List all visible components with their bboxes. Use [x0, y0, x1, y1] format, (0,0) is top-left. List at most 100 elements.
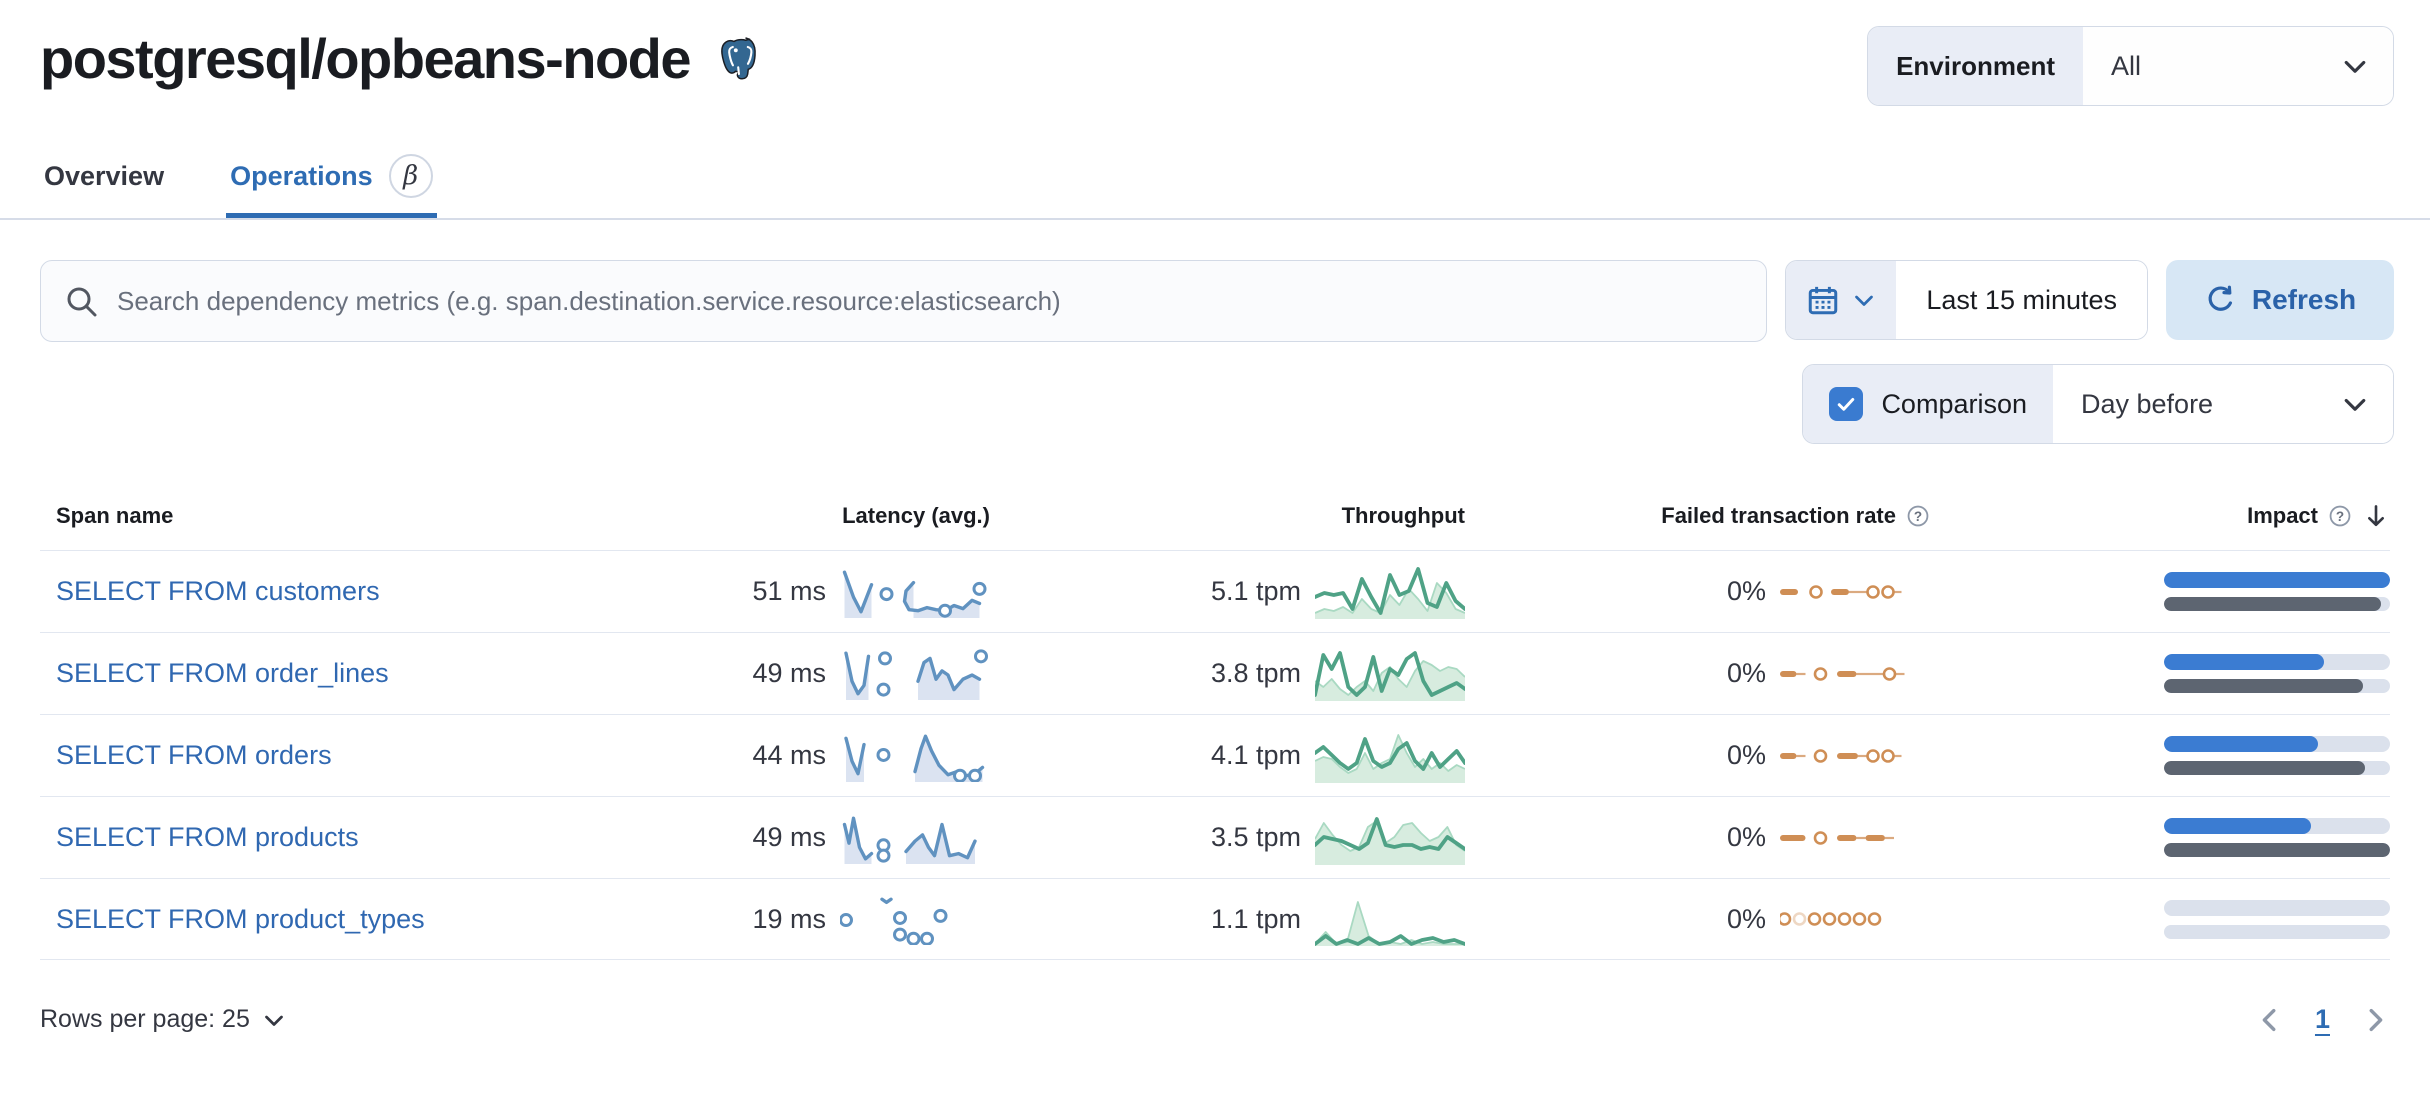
- latency-value: 19 ms: [752, 903, 826, 934]
- tab-overview[interactable]: Overview: [40, 140, 168, 218]
- span-name-link[interactable]: SELECT FROM orders: [56, 740, 332, 770]
- svg-text:?: ?: [1914, 509, 1922, 524]
- latency-value: 44 ms: [752, 740, 826, 770]
- latency-sparkline: [840, 566, 990, 618]
- span-name-link[interactable]: SELECT FROM customers: [56, 576, 380, 606]
- impact-bars: [2164, 899, 2390, 939]
- throughput-sparkline: [1315, 561, 1465, 623]
- date-picker-calendar-button[interactable]: [1786, 261, 1897, 339]
- span-name-link[interactable]: SELECT FROM products: [56, 822, 359, 852]
- time-range-button[interactable]: Last 15 minutes: [1896, 261, 2147, 339]
- impact-bars: [2164, 818, 2390, 857]
- rows-per-page-label: Rows per page: 25: [40, 1005, 250, 1033]
- span-name-link[interactable]: SELECT FROM product_types: [56, 903, 425, 934]
- impact-bar-previous: [2164, 597, 2381, 611]
- failed-rate-sparkline: [1780, 812, 1930, 864]
- operations-table: Span name Latency (avg.) Throughput Fail…: [40, 490, 2390, 960]
- table-row: SELECT FROM customers 51 ms 5.1 tpm 0%: [40, 550, 2390, 632]
- svg-text:?: ?: [2336, 509, 2344, 524]
- impact-bar-previous: [2164, 679, 2363, 693]
- chevron-down-icon: [1852, 288, 1876, 312]
- controls-row: Last 15 minutes Refresh: [40, 260, 2394, 342]
- throughput-value: 3.5 tpm: [1210, 822, 1301, 852]
- latency-value: 49 ms: [752, 822, 826, 852]
- failed-rate-sparkline: [1780, 893, 1930, 945]
- failed-rate-value: 0%: [1726, 903, 1766, 934]
- help-icon[interactable]: ?: [1906, 504, 1930, 528]
- chevron-down-icon: [262, 1008, 286, 1032]
- environment-label: Environment: [1868, 27, 2083, 105]
- latency-value: 51 ms: [752, 576, 826, 606]
- comparison-toggle[interactable]: Comparison: [1803, 365, 2053, 443]
- column-header-latency[interactable]: Latency (avg.): [842, 503, 990, 528]
- throughput-sparkline: [1315, 643, 1465, 705]
- refresh-label: Refresh: [2251, 284, 2357, 315]
- comparison-row: Comparison Day before: [40, 364, 2394, 444]
- throughput-sparkline: [1315, 725, 1465, 787]
- impact-bar-current: [2164, 736, 2318, 752]
- latency-sparkline: [840, 812, 990, 864]
- tab-operations[interactable]: Operations β: [226, 140, 437, 218]
- throughput-value: 1.1 tpm: [1210, 903, 1301, 934]
- column-header-span-name[interactable]: Span name: [56, 503, 174, 528]
- search-box[interactable]: [40, 260, 1768, 342]
- search-icon: [65, 285, 97, 317]
- page-header: postgresql/opbeans-node Environment All: [0, 0, 2430, 106]
- latency-sparkline: [840, 648, 990, 700]
- postgresql-logo-icon: [716, 35, 764, 83]
- dependency-operations-page: postgresql/opbeans-node Environment All: [0, 0, 2430, 1035]
- table-body: SELECT FROM customers 51 ms 5.1 tpm 0% S…: [40, 550, 2390, 960]
- comparison-value: Day before: [2081, 388, 2214, 419]
- throughput-value: 3.8 tpm: [1210, 658, 1301, 688]
- column-header-impact[interactable]: Impact ?: [2247, 490, 2390, 550]
- comparison-checkbox[interactable]: [1829, 387, 1864, 421]
- chevron-down-icon: [2341, 390, 2369, 418]
- environment-value: All: [2111, 50, 2142, 81]
- throughput-sparkline: [1315, 807, 1465, 869]
- chevron-right-icon: [2360, 1005, 2390, 1035]
- refresh-icon: [2204, 284, 2236, 316]
- failed-rate-sparkline: [1780, 566, 1930, 618]
- table-header-row: Span name Latency (avg.) Throughput Fail…: [40, 490, 2390, 550]
- failed-rate-value: 0%: [1726, 658, 1766, 688]
- column-header-failed-rate[interactable]: Failed transaction rate ?: [1661, 491, 1930, 549]
- tab-bar: Overview Operations β: [0, 140, 2430, 220]
- latency-sparkline: [840, 893, 990, 945]
- calendar-icon: [1806, 283, 1840, 317]
- check-icon: [1834, 392, 1858, 416]
- impact-bar-previous: [2164, 761, 2366, 775]
- page-title: postgresql/opbeans-node: [40, 27, 692, 90]
- table-row: SELECT FROM product_types 19 ms 1.1 tpm …: [40, 878, 2390, 960]
- impact-bars: [2164, 572, 2390, 611]
- impact-bars: [2164, 736, 2390, 775]
- throughput-sparkline: [1315, 888, 1465, 950]
- beta-badge: β: [388, 154, 433, 198]
- sort-desc-icon: [2362, 502, 2390, 530]
- date-picker: Last 15 minutes: [1785, 260, 2148, 340]
- tab-operations-label: Operations: [230, 160, 373, 191]
- impact-bar-previous: [2164, 843, 2390, 857]
- impact-bar-current: [2164, 654, 2325, 670]
- impact-bars: [2164, 654, 2390, 693]
- search-input[interactable]: [117, 285, 1743, 317]
- column-header-throughput[interactable]: Throughput: [1341, 503, 1465, 528]
- help-icon[interactable]: ?: [2328, 504, 2352, 528]
- failed-rate-value: 0%: [1726, 576, 1766, 606]
- previous-page-button[interactable]: [2255, 1005, 2285, 1035]
- rows-per-page-button[interactable]: Rows per page: 25: [40, 1005, 286, 1034]
- comparison-group: Comparison Day before: [1802, 364, 2394, 444]
- chevron-down-icon: [2341, 52, 2369, 80]
- comparison-select[interactable]: Day before: [2053, 365, 2393, 443]
- latency-sparkline: [840, 730, 990, 782]
- environment-select[interactable]: Environment All: [1867, 26, 2394, 106]
- chevron-left-icon: [2255, 1005, 2285, 1035]
- failed-rate-value: 0%: [1726, 740, 1766, 770]
- table-row: SELECT FROM order_lines 49 ms 3.8 tpm 0%: [40, 632, 2390, 714]
- table-footer: Rows per page: 25 1: [40, 1004, 2390, 1035]
- next-page-button[interactable]: [2360, 1005, 2390, 1035]
- refresh-button[interactable]: Refresh: [2166, 260, 2394, 340]
- failed-rate-value: 0%: [1726, 822, 1766, 852]
- span-name-link[interactable]: SELECT FROM order_lines: [56, 658, 389, 688]
- latency-value: 49 ms: [752, 658, 826, 688]
- page-1-button[interactable]: 1: [2314, 1004, 2330, 1034]
